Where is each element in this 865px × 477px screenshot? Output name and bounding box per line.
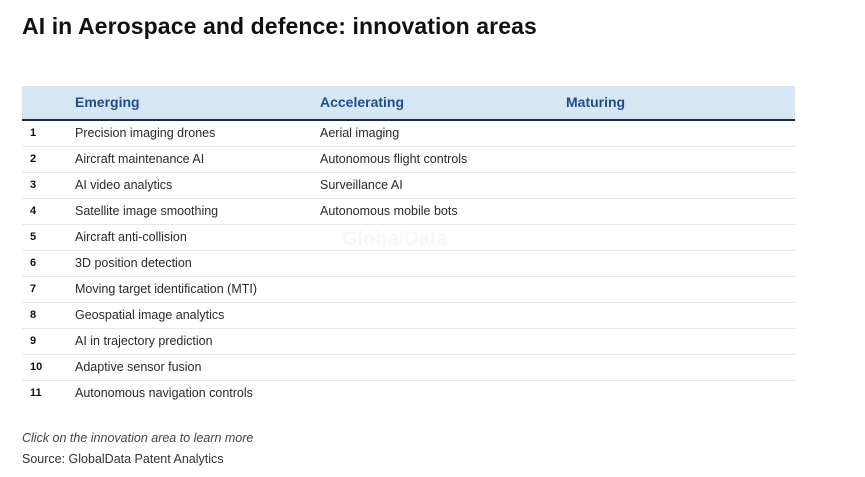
column-header-accelerating: Accelerating: [320, 94, 405, 110]
row-rank: 2: [30, 153, 37, 165]
cell-emerging[interactable]: Aircraft anti-collision: [75, 230, 187, 244]
table-row: 2 Aircraft maintenance AI Autonomous fligh…: [22, 147, 795, 173]
table-header: Emerging Accelerating Maturing: [22, 86, 795, 121]
table-row: 9 AI in trajectory prediction: [22, 329, 795, 355]
table-row: 8 Geospatial image analytics: [22, 303, 795, 329]
table-row: 1 Precision imaging drones Aerial imaging: [22, 121, 795, 147]
cell-accelerating[interactable]: Autonomous flight controls: [320, 152, 468, 166]
row-rank: 3: [30, 179, 37, 191]
page-title: AI in Aerospace and defence: innovation …: [22, 13, 537, 39]
cell-emerging[interactable]: Adaptive sensor fusion: [75, 360, 202, 374]
cell-emerging[interactable]: Geospatial image analytics: [75, 308, 225, 322]
watermark: GlobalData: [342, 228, 448, 250]
row-rank: 1: [30, 127, 37, 139]
cell-emerging[interactable]: 3D position detection: [75, 256, 192, 270]
row-rank: 10: [30, 361, 43, 373]
row-rank: 8: [30, 309, 37, 321]
cell-accelerating[interactable]: Surveillance AI: [320, 178, 403, 192]
cell-emerging[interactable]: Satellite image smoothing: [75, 204, 219, 218]
source-note: Source: GlobalData Patent Analytics: [22, 452, 224, 466]
table-row: 7 Moving target identification (MTI): [22, 277, 795, 303]
cell-emerging[interactable]: Precision imaging drones: [75, 126, 216, 140]
row-rank: 5: [30, 231, 37, 243]
column-header-maturing: Maturing: [566, 94, 626, 110]
cell-emerging[interactable]: Moving target identification (MTI): [75, 282, 258, 296]
row-rank: 6: [30, 257, 37, 269]
table-row: 4 Satellite image smoothing Autonomous mob…: [22, 199, 795, 225]
table-body: 1 Precision imaging drones Aerial imaging 2…: [22, 121, 795, 406]
table-row: 3 AI video analytics Surveillance AI: [22, 173, 795, 199]
cell-emerging[interactable]: Aircraft maintenance AI: [75, 152, 205, 166]
row-rank: 11: [30, 387, 42, 399]
cell-emerging[interactable]: AI video analytics: [75, 178, 173, 192]
cell-accelerating[interactable]: Autonomous mobile bots: [320, 204, 458, 218]
cell-emerging[interactable]: Autonomous navigation controls: [75, 386, 253, 400]
row-rank: 4: [30, 205, 37, 217]
table-row: 11 Autonomous navigation controls: [22, 381, 795, 406]
cell-emerging[interactable]: AI in trajectory prediction: [75, 334, 213, 348]
column-header-emerging: Emerging: [75, 94, 140, 110]
table-row: 6 3D position detection: [22, 251, 795, 277]
row-rank: 9: [30, 335, 37, 347]
instruction-note: Click on the innovation area to learn mo…: [22, 431, 254, 445]
cell-accelerating[interactable]: Aerial imaging: [320, 126, 400, 140]
table-row: 5 Aircraft anti-collision: [22, 225, 795, 251]
innovation-table: Emerging Accelerating Maturing 1 Precisio…: [22, 86, 795, 406]
row-rank: 7: [30, 283, 37, 295]
table-row: 10 Adaptive sensor fusion: [22, 355, 795, 381]
